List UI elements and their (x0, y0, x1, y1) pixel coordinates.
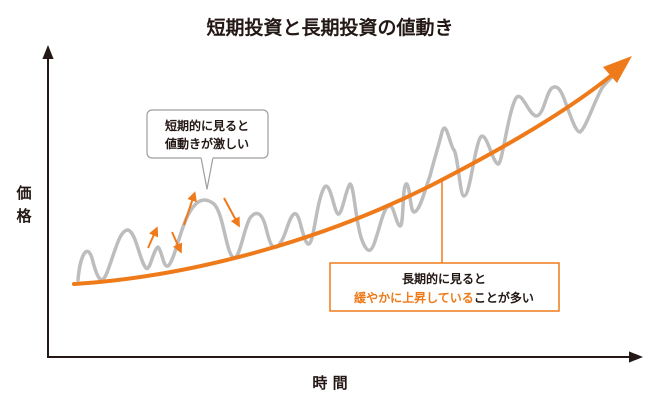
y-axis-label-char-1: 価 (15, 184, 31, 202)
short-term-callout: 短期的に見ると 値動きが激しい (146, 109, 269, 190)
long-term-callout-highlight: 緩やかに上昇している (354, 290, 474, 305)
y-axis-label-char-2: 格 (16, 207, 32, 225)
long-term-callout: 長期的に見ると 緩やかに上昇していることが多い (329, 178, 560, 312)
long-term-callout-box (329, 262, 560, 312)
short-term-callout-pointer (200, 157, 214, 190)
long-term-callout-line1: 長期的に見ると (402, 271, 486, 286)
long-term-callout-rest: ことが多い (474, 290, 534, 305)
short-move-arrow-up-1 (147, 226, 159, 249)
short-term-callout-line1: 短期的に見ると (165, 118, 249, 133)
long-term-trend-line (72, 68, 620, 286)
short-term-callout-line2: 値動きが激しい (164, 136, 249, 151)
short-move-arrow-down-2 (223, 197, 240, 228)
short-move-arrow-down-1 (171, 231, 183, 254)
trend-arrowhead (603, 56, 632, 83)
page-title: 短期投資と長期投資の値動き (206, 16, 453, 39)
short-move-arrow-up-2 (183, 191, 197, 226)
long-term-callout-line2: 緩やかに上昇していることが多い (354, 290, 534, 305)
price-fluctuation-line (76, 68, 624, 282)
x-axis-label: 時 間 (312, 374, 347, 392)
